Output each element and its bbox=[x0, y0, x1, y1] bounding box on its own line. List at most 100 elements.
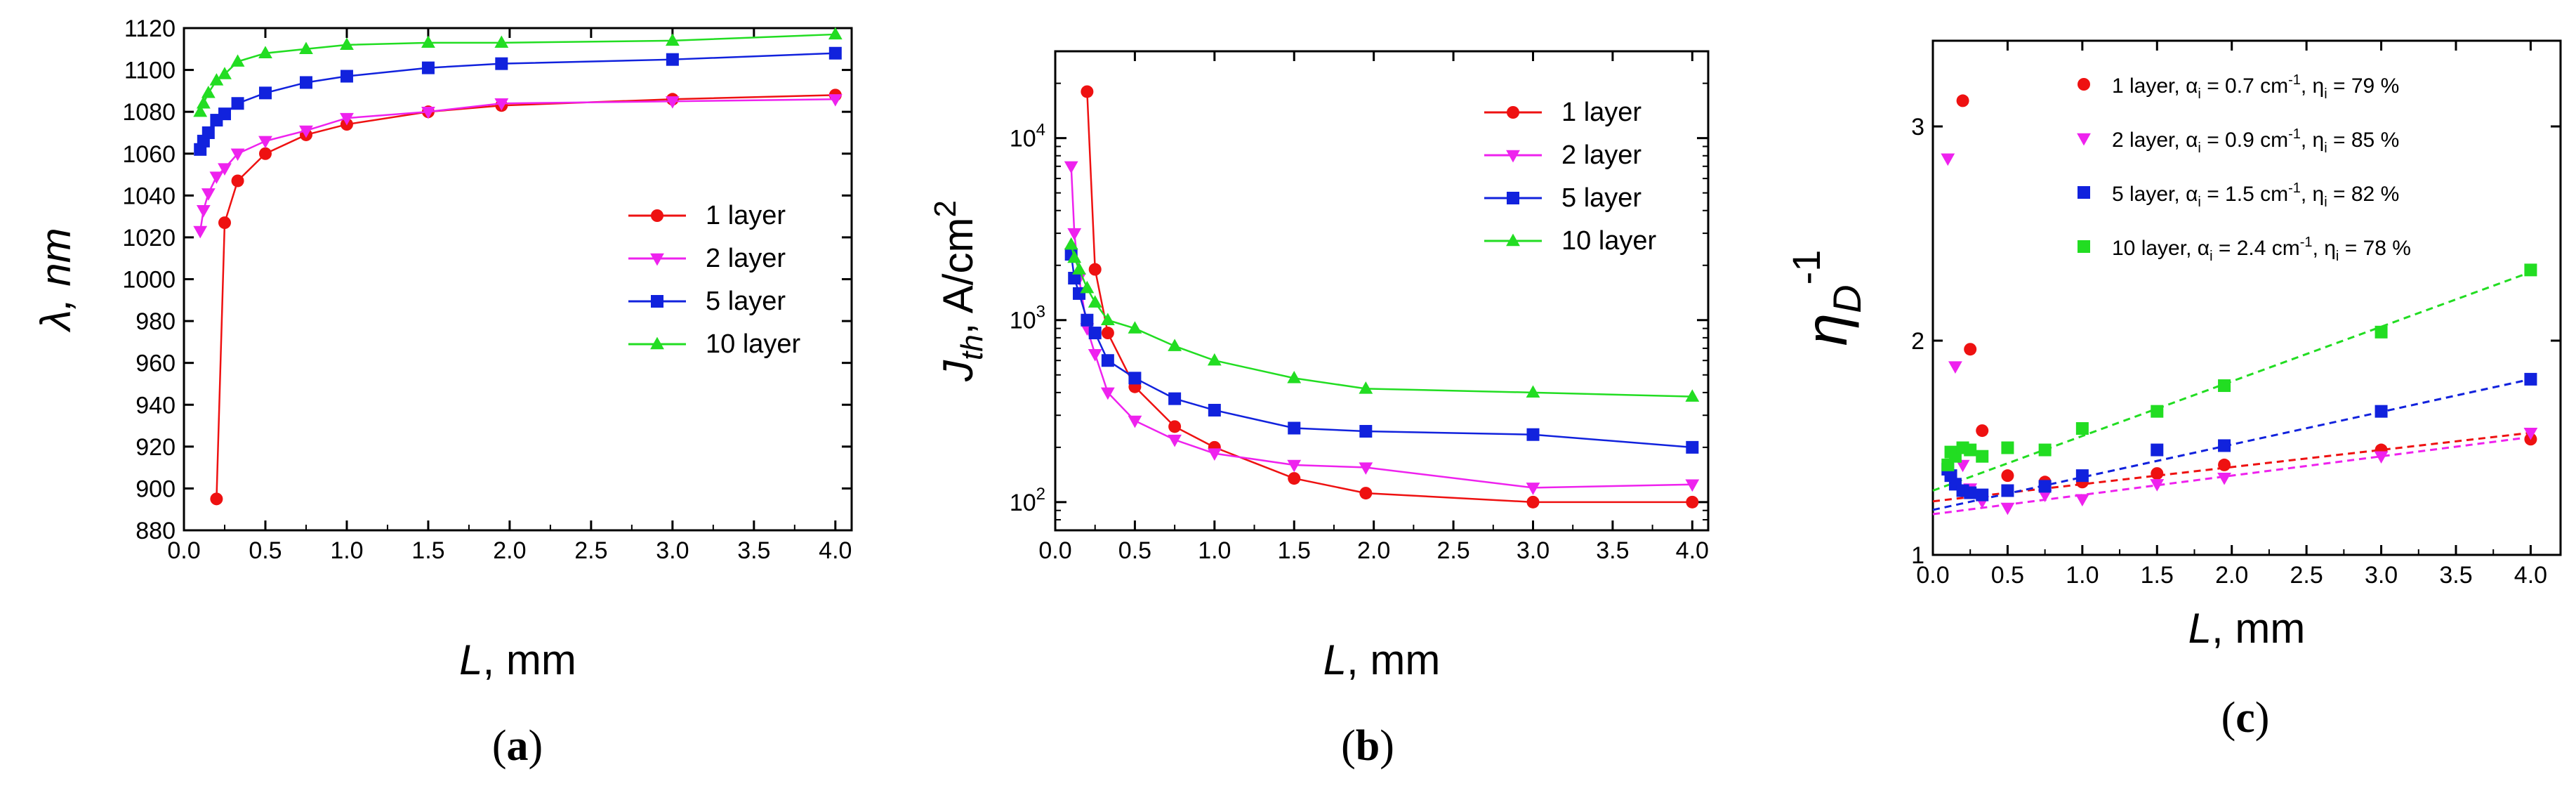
legend-marker bbox=[1506, 233, 1520, 247]
data-point bbox=[665, 96, 680, 109]
data-point bbox=[828, 46, 842, 60]
data-point bbox=[1686, 440, 1699, 454]
data-point bbox=[1081, 313, 1094, 327]
data-point bbox=[2151, 467, 2164, 480]
legend-marker bbox=[1506, 150, 1520, 163]
x-tick-label: 3.5 bbox=[737, 537, 770, 564]
data-point bbox=[1685, 389, 1700, 402]
data-point bbox=[828, 94, 843, 107]
data-point bbox=[1207, 448, 1222, 461]
y-tick-label: 104 bbox=[1010, 121, 1045, 152]
data-point bbox=[1359, 462, 1373, 475]
x-tick-label: 1.5 bbox=[411, 537, 444, 564]
series-10-layer bbox=[193, 27, 843, 117]
data-point bbox=[1287, 370, 1302, 384]
data-point bbox=[1955, 459, 1970, 473]
y-tick-label: 1 bbox=[1911, 542, 1924, 569]
x-axis-label: L, mm bbox=[1323, 636, 1441, 683]
legend-label: 1 layer bbox=[1561, 98, 1642, 127]
x-tick-label: 3.0 bbox=[656, 537, 689, 564]
y-tick-label: 2 bbox=[1911, 328, 1924, 355]
legend-label: 10 layer, αi = 2.4 cm-1, ηi = 78 % bbox=[2112, 235, 2411, 264]
data-point bbox=[2037, 490, 2052, 502]
data-point bbox=[201, 188, 216, 201]
data-point bbox=[1128, 321, 1142, 334]
y-axis-label: Jth, A/cm2 bbox=[928, 200, 989, 382]
data-point bbox=[1976, 450, 1989, 463]
data-point bbox=[2075, 469, 2089, 483]
data-point bbox=[1359, 381, 1373, 394]
data-point bbox=[2001, 441, 2014, 454]
data-point bbox=[1526, 385, 1540, 398]
data-point bbox=[494, 35, 509, 48]
data-point bbox=[231, 97, 244, 110]
data-point bbox=[299, 76, 312, 89]
data-point bbox=[2218, 439, 2231, 452]
legend-label: 1 layer bbox=[706, 201, 786, 230]
x-axis-label: L, mm bbox=[2188, 605, 2306, 652]
series-line bbox=[1086, 91, 1693, 504]
data-point bbox=[202, 126, 215, 139]
data-point bbox=[1067, 228, 1082, 241]
data-point bbox=[1287, 459, 1302, 473]
y-tick-label: 1100 bbox=[124, 58, 176, 84]
data-point bbox=[1359, 487, 1373, 500]
data-point bbox=[209, 73, 224, 86]
x-axis-label: L, mm bbox=[459, 636, 576, 683]
x-tick-label: 0.5 bbox=[1118, 537, 1151, 564]
data-point bbox=[2524, 372, 2537, 386]
data-point bbox=[1207, 353, 1222, 366]
data-point bbox=[230, 54, 245, 67]
x-tick-label: 4.0 bbox=[819, 537, 852, 564]
data-point bbox=[1100, 387, 1115, 400]
data-point bbox=[210, 492, 223, 506]
data-point bbox=[218, 216, 231, 230]
data-point bbox=[1976, 488, 1989, 502]
data-point bbox=[340, 37, 354, 51]
x-tick-label: 2.5 bbox=[1436, 537, 1469, 564]
y-tick-label: 102 bbox=[1010, 485, 1045, 516]
fit-line bbox=[1932, 431, 2531, 503]
data-point bbox=[1080, 280, 1095, 294]
data-point bbox=[666, 53, 679, 66]
x-tick-label: 0.5 bbox=[1991, 562, 2024, 589]
data-point bbox=[230, 148, 245, 162]
plot-frame bbox=[1054, 50, 1710, 532]
data-point bbox=[1128, 415, 1142, 428]
legend-marker bbox=[651, 295, 663, 308]
data-point bbox=[201, 86, 216, 98]
series-1-layer bbox=[1956, 94, 2537, 489]
y-tick-label: 103 bbox=[1010, 303, 1045, 334]
y-tick-label: 900 bbox=[136, 476, 176, 502]
x-tick-label: 0.0 bbox=[167, 537, 200, 564]
y-tick-label: 1060 bbox=[122, 141, 176, 168]
data-point bbox=[231, 174, 244, 188]
data-point bbox=[1956, 94, 1969, 107]
legend-marker bbox=[650, 253, 664, 266]
x-tick-label: 4.0 bbox=[1676, 537, 1709, 564]
data-point bbox=[193, 104, 208, 117]
y-tick-label: 880 bbox=[136, 518, 176, 544]
legend-marker bbox=[1507, 106, 1519, 119]
data-point bbox=[1288, 421, 1301, 435]
legend-label: 5 layer, αi = 1.5 cm-1, ηi = 82 % bbox=[2112, 181, 2399, 210]
series-5-layer bbox=[194, 46, 842, 156]
panel-b: 0.0 0.5 1.0 1.5 2.0 2.5 3.0 3.5 4.0 102 103 104 L, m… bbox=[928, 50, 1710, 770]
series-line bbox=[1070, 254, 1693, 449]
series-2-layer bbox=[193, 94, 843, 239]
legend-label: 2 layer bbox=[706, 244, 786, 273]
data-point bbox=[1964, 443, 1977, 457]
data-point bbox=[2150, 479, 2165, 492]
data-point bbox=[2218, 379, 2231, 393]
y-tick-label: 960 bbox=[136, 350, 176, 377]
data-point bbox=[421, 35, 435, 48]
legend-label: 1 layer, αi = 0.7 cm-1, ηi = 79 % bbox=[2112, 72, 2399, 102]
data-point bbox=[218, 107, 231, 121]
data-point bbox=[1128, 372, 1142, 385]
series-2-layer bbox=[1941, 153, 2538, 516]
legend: 1 layer 2 layer 5 layer 10 layer bbox=[628, 201, 801, 359]
panel-label: (a) bbox=[492, 722, 543, 770]
data-point bbox=[2524, 263, 2537, 277]
legend-label: 5 layer bbox=[706, 287, 786, 316]
x-tick-label: 3.0 bbox=[2365, 562, 2398, 589]
